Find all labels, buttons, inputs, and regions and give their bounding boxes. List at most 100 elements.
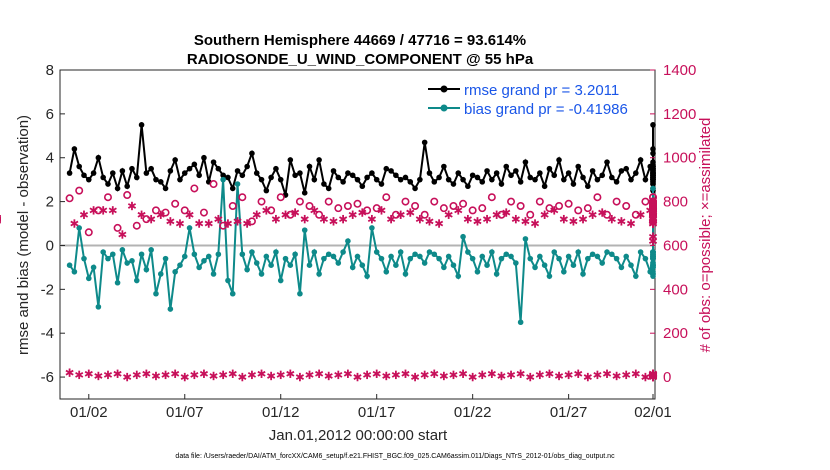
possible-obs-marker	[622, 201, 631, 210]
series-point	[369, 170, 375, 176]
series-point	[585, 255, 591, 262]
assimilated-obs-marker	[425, 217, 434, 226]
series-point	[378, 181, 385, 187]
assimilated-obs-marker	[324, 371, 333, 381]
assimilated-obs-marker	[401, 369, 410, 378]
series-point	[225, 174, 231, 181]
series-point	[522, 159, 529, 165]
assimilated-obs-marker	[458, 369, 468, 378]
series-point	[85, 275, 92, 282]
possible-obs-marker	[171, 199, 180, 208]
series-point	[532, 176, 538, 183]
assimilated-obs-marker	[271, 214, 281, 224]
possible-obs-marker	[295, 197, 304, 206]
assimilated-obs-marker	[444, 210, 453, 219]
series-point	[556, 157, 562, 163]
assimilated-obs-marker	[415, 214, 424, 224]
series-point	[287, 157, 294, 163]
possible-obs-marker	[305, 201, 314, 210]
series-point	[650, 170, 656, 176]
series-point	[513, 260, 519, 266]
possible-obs-marker	[363, 206, 372, 215]
possible-obs-marker	[103, 193, 112, 202]
assimilated-obs-marker	[276, 370, 285, 380]
assimilated-obs-marker	[545, 369, 554, 378]
series-point	[105, 181, 111, 187]
series-point	[354, 253, 361, 260]
series-point	[556, 255, 562, 262]
series-point	[81, 255, 87, 262]
series-point	[417, 253, 423, 260]
series-point	[273, 165, 279, 172]
series-point	[527, 255, 534, 262]
assimilated-obs-marker	[516, 369, 525, 378]
series-point	[417, 176, 423, 183]
assimilated-obs-marker	[430, 369, 439, 378]
possible-obs-marker	[507, 197, 516, 206]
series-point	[119, 168, 126, 174]
series-point	[162, 255, 169, 262]
x-tick-label: 01/27	[550, 404, 588, 421]
series-point	[330, 253, 337, 260]
series-point	[167, 168, 174, 174]
series-point	[162, 185, 169, 192]
assimilated-obs-marker	[478, 370, 487, 380]
assimilated-obs-marker	[617, 217, 626, 226]
series-point	[609, 174, 615, 181]
ticks-layer: 8 6 4 2 0 -2 -4 -6 1400 1200 1000 800 600 400 200 0 01/0…	[41, 62, 697, 421]
series-point	[268, 262, 274, 269]
series-point	[244, 163, 250, 170]
y-right-tick-label: 1200	[663, 106, 696, 123]
assimilated-obs-marker	[214, 214, 223, 224]
series-point	[599, 172, 606, 179]
x-tick-label: 02/01	[634, 404, 672, 421]
series-point	[253, 260, 260, 266]
assimilated-obs-marker	[137, 210, 146, 219]
series-point	[589, 251, 596, 258]
series-point	[335, 174, 342, 181]
assimilated-obs-marker	[554, 371, 564, 381]
assimilated-obs-marker	[526, 372, 535, 382]
series-point	[388, 253, 394, 260]
possible-obs-marker	[583, 204, 592, 213]
assimilated-obs-marker	[329, 217, 338, 226]
series-point	[650, 264, 656, 271]
series-point	[66, 262, 73, 269]
series-point	[220, 176, 226, 183]
assimilated-obs-marker	[79, 210, 89, 219]
assimilated-obs-marker	[648, 232, 658, 241]
y-tick-label: 0	[46, 237, 54, 254]
series-point	[436, 174, 442, 181]
assimilated-obs-marker	[636, 210, 645, 219]
series-point	[325, 185, 332, 192]
assimilated-obs-marker	[252, 210, 261, 219]
possible-obs-marker	[648, 193, 657, 202]
series-point	[282, 255, 289, 262]
assimilated-obs-marker	[281, 210, 290, 219]
possible-obs-marker	[516, 201, 525, 210]
y-right-tick-label: 800	[663, 194, 688, 211]
assimilated-obs-marker	[195, 219, 204, 228]
assimilated-obs-marker	[631, 369, 640, 378]
series-point	[585, 183, 591, 190]
series-point	[359, 262, 366, 269]
assimilated-obs-marker	[262, 206, 271, 215]
series-point	[561, 176, 567, 183]
series-point	[489, 176, 495, 183]
possible-obs-marker	[324, 197, 333, 206]
assimilated-obs-marker	[204, 219, 213, 228]
series-point	[580, 174, 586, 181]
series-point	[133, 277, 140, 284]
assimilated-obs-marker	[463, 214, 472, 224]
y-right-tick-label: 200	[663, 325, 688, 342]
series-point	[421, 139, 428, 146]
possible-obs-marker	[411, 201, 420, 210]
series-point	[397, 249, 404, 255]
series-point	[167, 306, 174, 312]
assimilated-obs-marker	[233, 217, 242, 226]
series-point	[249, 150, 255, 157]
assimilated-obs-marker	[185, 210, 194, 219]
series-point	[589, 168, 596, 174]
possible-obs-marker	[228, 201, 237, 210]
